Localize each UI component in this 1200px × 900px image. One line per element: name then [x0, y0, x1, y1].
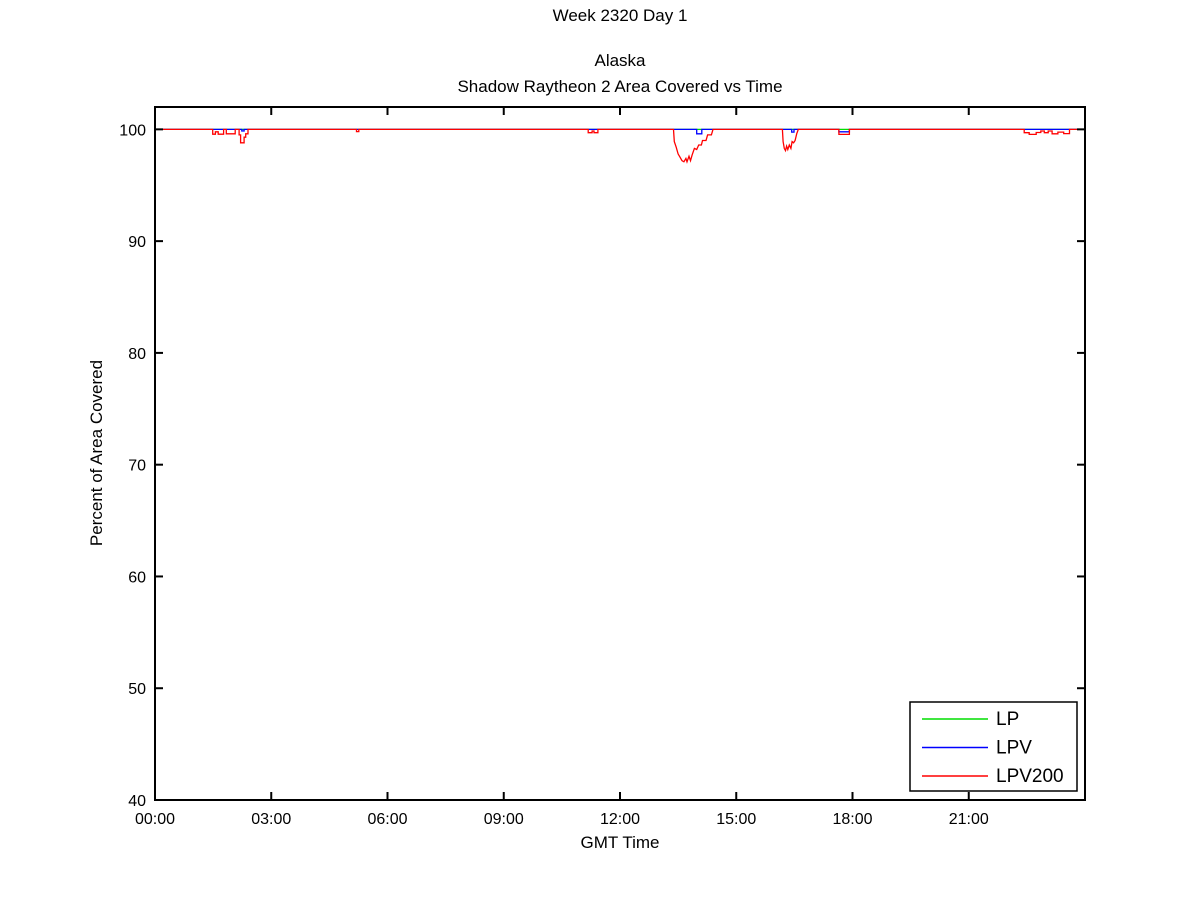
legend-label-lpv200: LPV200: [996, 766, 1064, 787]
x-tick-label: 15:00: [716, 811, 756, 828]
legend-label-lp: LP: [996, 709, 1019, 730]
x-tick-label: 03:00: [251, 811, 291, 828]
y-tick-label: 40: [128, 793, 146, 810]
axes-box: [154, 106, 1086, 801]
series-group: [155, 128, 1085, 164]
x-tick-label: 00:00: [135, 811, 175, 828]
x-axis-label: GMT Time: [580, 833, 660, 852]
axes-subtitle-line1: Alaska: [594, 51, 646, 70]
x-tick-label: 18:00: [832, 811, 872, 828]
series-line-lpv200: [155, 128, 1085, 164]
axes-group: 00:00 03:00 06:00 09:00 12:00 15:00 18:00 21:00…: [119, 106, 1086, 828]
x-tick-label: 09:00: [484, 811, 524, 828]
legend-label-lpv: LPV: [996, 738, 1032, 759]
x-tick-label: 06:00: [367, 811, 407, 828]
y-tick-label: 70: [128, 458, 146, 475]
figure-supertitle: Week 2320 Day 1: [552, 6, 688, 25]
y-tick-label: 80: [128, 346, 146, 363]
legend: LP LPV LPV200: [909, 701, 1078, 792]
x-tick-label: 21:00: [949, 811, 989, 828]
y-tick-label: 50: [128, 681, 146, 698]
x-tick-label: 12:00: [600, 811, 640, 828]
axes-subtitle-line2: Shadow Raytheon 2 Area Covered vs Time: [457, 77, 783, 96]
y-tick-label: 60: [128, 569, 146, 586]
y-tick-label: 100: [119, 122, 146, 139]
y-tick-label: 90: [128, 234, 146, 251]
series-line-lpv: [155, 128, 1085, 135]
